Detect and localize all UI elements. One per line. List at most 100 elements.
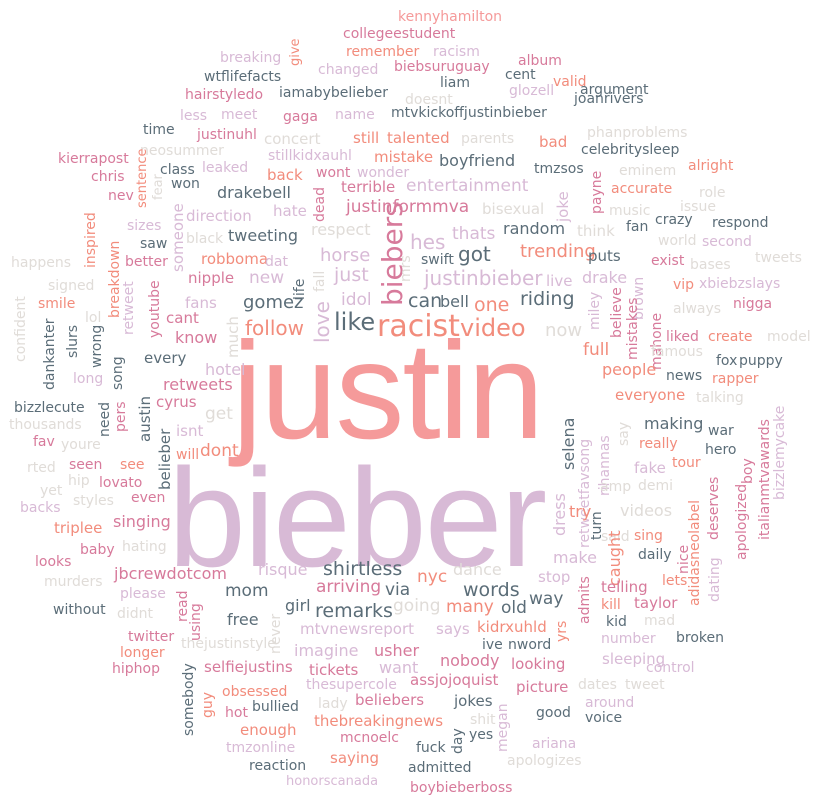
word-talking: talking [696, 390, 744, 406]
word-seen: seen [69, 457, 103, 473]
word-issue: issue [680, 199, 716, 215]
word-voice: voice [585, 710, 623, 726]
word-album: album [518, 53, 562, 69]
word-honorscanada: honorscanada [286, 774, 379, 789]
word-said: said [601, 529, 630, 545]
word-old: old [501, 598, 527, 618]
word-hip: hip [68, 473, 90, 489]
word-shirtless: shirtless [323, 558, 403, 580]
word-megan: megan [495, 703, 511, 752]
word-mistake: mistake [374, 148, 434, 166]
word-kid: kid [606, 614, 627, 630]
word-hairstyledo: hairstyledo [185, 87, 264, 103]
word-singing: singing [113, 512, 171, 531]
word-sentence: sentence [135, 148, 150, 209]
word-free: free [227, 610, 259, 629]
word-way: way [529, 589, 564, 609]
word-twitter: twitter [128, 629, 175, 645]
word-yrs: yrs [554, 620, 570, 642]
word-obsessed: obsessed [222, 684, 288, 700]
word-entertainment: entertainment [406, 176, 529, 196]
word-sizes: sizes [127, 218, 162, 234]
word-song: song [110, 356, 126, 390]
word-less: less [180, 108, 208, 124]
word-nword: nword [508, 637, 552, 653]
word-new: new [249, 268, 285, 288]
word-direction: direction [186, 207, 252, 225]
word-wrong: wrong [89, 324, 105, 368]
word-via: via [385, 580, 411, 600]
word-drake: drake [582, 268, 628, 287]
word-black: black [186, 231, 224, 247]
word-celebritysleep: celebritysleep [581, 142, 680, 158]
word-one: one [474, 294, 510, 316]
word-won: won [171, 176, 200, 192]
word-got: got [458, 242, 491, 266]
word-cant: cant [166, 309, 199, 327]
word-live: live [546, 272, 573, 290]
word-exist: exist [651, 253, 685, 269]
word-kidrxuhld: kidrxuhld [477, 618, 547, 636]
word-lovato: lovato [99, 475, 143, 491]
word-every: every [144, 349, 187, 367]
word-mtvnewsreport: mtvnewsreport [300, 620, 415, 638]
word-class: class [160, 162, 195, 178]
word-lets: lets [662, 573, 688, 589]
word-someone: someone [169, 203, 187, 272]
word-apologized: apologized [734, 483, 750, 560]
word-collegeestudent: collegeestudent [343, 26, 456, 42]
word-will: will [176, 447, 200, 463]
word-around: around [585, 695, 635, 711]
word-number: number [601, 631, 656, 647]
word-turn: turn [589, 511, 605, 540]
word-life: life [292, 278, 308, 300]
word-war: war [708, 423, 734, 439]
word-better: better [125, 254, 168, 270]
word-sleeping: sleeping [602, 650, 666, 668]
word-breakdown: breakdown [107, 240, 123, 318]
word-mtvkickoff: mtvkickoffjustinbieber [391, 105, 547, 121]
word-fav: fav [33, 434, 55, 450]
word-know: know [175, 328, 218, 347]
word-music: music [609, 203, 651, 219]
word-isnt: isnt [176, 422, 204, 440]
word-inspired: inspired [83, 212, 99, 268]
word-always: always [673, 301, 722, 317]
word-mistakes: mistakes [625, 297, 641, 360]
word-swift: swift [421, 252, 454, 268]
word-changed: changed [318, 62, 379, 78]
word-thebreakingnews: thebreakingnews [314, 712, 444, 730]
word-video: video [460, 314, 526, 342]
word-belieber: belieber [156, 428, 174, 490]
word-xbiebzslays: xbiebzslays [699, 276, 781, 292]
word-dont: dont [200, 441, 239, 461]
word-telling: telling [601, 578, 648, 596]
word-kennyhamilton: kennyhamilton [398, 9, 503, 25]
word-jokes: jokes [454, 692, 493, 710]
word-bad: bad [539, 133, 568, 151]
word-wtflifefacts: wtflifefacts [204, 69, 282, 85]
word-puppy: puppy [739, 353, 783, 369]
word-bullied: bullied [252, 699, 299, 715]
word-trending: trending [520, 241, 596, 262]
word-broken: broken [676, 630, 724, 646]
word-thats: thats [452, 224, 496, 244]
word-give: give [288, 38, 303, 66]
word-everyone: everyone [615, 386, 686, 404]
word-get: get [205, 404, 233, 424]
word-mrs: mrs [398, 255, 414, 282]
word-styles: styles [73, 493, 114, 509]
word-full: full [583, 340, 610, 360]
word-riding: riding [520, 288, 575, 310]
word-good: good [536, 705, 571, 721]
word-horse: horse [320, 245, 371, 266]
word-videos: videos [620, 501, 673, 520]
word-italianmtvawards: italianmtvawards [757, 419, 773, 540]
word-rted: rted [27, 460, 56, 476]
word-hot: hot [225, 705, 248, 721]
word-ariana: ariana [532, 736, 577, 752]
word-breaking: breaking [220, 50, 282, 66]
word-liam: liam [440, 75, 470, 91]
word-drakebell: drakebell [217, 183, 291, 202]
